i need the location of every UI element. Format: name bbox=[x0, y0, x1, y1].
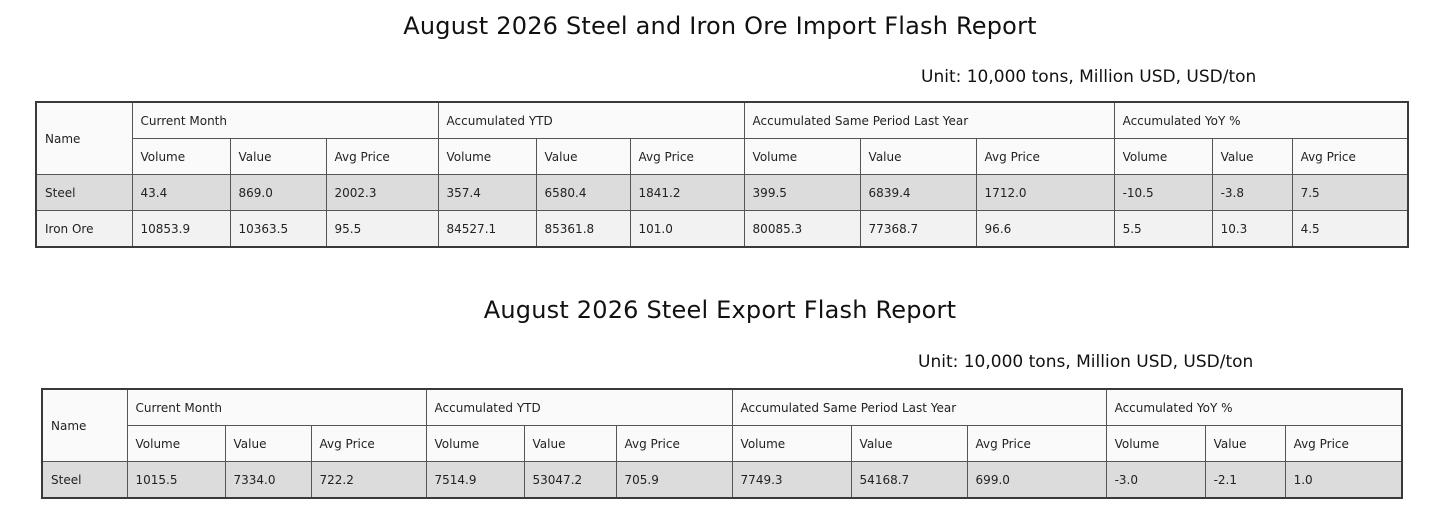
subheader-avg-price: Avg Price bbox=[326, 139, 438, 175]
import-report-title: August 2026 Steel and Iron Ore Import Fl… bbox=[0, 12, 1440, 40]
group-header-current-month: Current Month bbox=[127, 389, 426, 426]
row-name: Steel bbox=[42, 462, 127, 499]
cell: 705.9 bbox=[616, 462, 732, 499]
subheader-value: Value bbox=[230, 139, 326, 175]
subheader-avg-price: Avg Price bbox=[630, 139, 744, 175]
subheader-avg-price: Avg Price bbox=[976, 139, 1114, 175]
cell: 1712.0 bbox=[976, 175, 1114, 211]
group-header-current-month: Current Month bbox=[132, 102, 438, 139]
subheader-volume: Volume bbox=[1106, 426, 1205, 462]
subheader-value: Value bbox=[225, 426, 311, 462]
cell: -10.5 bbox=[1114, 175, 1212, 211]
subheader-value: Value bbox=[860, 139, 976, 175]
subheader-volume: Volume bbox=[438, 139, 536, 175]
subheader-volume: Volume bbox=[744, 139, 860, 175]
cell: 399.5 bbox=[744, 175, 860, 211]
cell: -3.0 bbox=[1106, 462, 1205, 499]
group-header-last-year: Accumulated Same Period Last Year bbox=[732, 389, 1106, 426]
table-row: Steel 43.4 869.0 2002.3 357.4 6580.4 184… bbox=[36, 175, 1408, 211]
subheader-value: Value bbox=[1205, 426, 1285, 462]
group-header-ytd: Accumulated YTD bbox=[426, 389, 732, 426]
cell: 869.0 bbox=[230, 175, 326, 211]
name-column-header: Name bbox=[36, 102, 132, 175]
table-row: Steel 1015.5 7334.0 722.2 7514.9 53047.2… bbox=[42, 462, 1402, 499]
cell: -2.1 bbox=[1205, 462, 1285, 499]
cell: 7334.0 bbox=[225, 462, 311, 499]
group-header-row: Name Current Month Accumulated YTD Accum… bbox=[42, 389, 1402, 426]
cell: 95.5 bbox=[326, 211, 438, 248]
cell: 722.2 bbox=[311, 462, 426, 499]
group-header-row: Name Current Month Accumulated YTD Accum… bbox=[36, 102, 1408, 139]
group-header-yoy: Accumulated YoY % bbox=[1114, 102, 1408, 139]
group-header-yoy: Accumulated YoY % bbox=[1106, 389, 1402, 426]
cell: 6580.4 bbox=[536, 175, 630, 211]
cell: 96.6 bbox=[976, 211, 1114, 248]
import-report-table: Name Current Month Accumulated YTD Accum… bbox=[35, 101, 1409, 248]
cell: 699.0 bbox=[967, 462, 1106, 499]
subheader-avg-price: Avg Price bbox=[967, 426, 1106, 462]
row-name: Iron Ore bbox=[36, 211, 132, 248]
subheader-volume: Volume bbox=[127, 426, 225, 462]
cell: 1841.2 bbox=[630, 175, 744, 211]
cell: 7.5 bbox=[1292, 175, 1408, 211]
cell: 7749.3 bbox=[732, 462, 851, 499]
import-unit-note: Unit: 10,000 tons, Million USD, USD/ton bbox=[921, 67, 1256, 87]
cell: 10363.5 bbox=[230, 211, 326, 248]
table-row: Iron Ore 10853.9 10363.5 95.5 84527.1 85… bbox=[36, 211, 1408, 248]
subheader-volume: Volume bbox=[426, 426, 524, 462]
cell: 357.4 bbox=[438, 175, 536, 211]
cell: 43.4 bbox=[132, 175, 230, 211]
cell: 7514.9 bbox=[426, 462, 524, 499]
cell: -3.8 bbox=[1212, 175, 1292, 211]
cell: 2002.3 bbox=[326, 175, 438, 211]
cell: 77368.7 bbox=[860, 211, 976, 248]
subheader-value: Value bbox=[1212, 139, 1292, 175]
subheader-value: Value bbox=[536, 139, 630, 175]
cell: 85361.8 bbox=[536, 211, 630, 248]
cell: 4.5 bbox=[1292, 211, 1408, 248]
subheader-value: Value bbox=[524, 426, 616, 462]
subheader-row: Volume Value Avg Price Volume Value Avg … bbox=[42, 426, 1402, 462]
cell: 54168.7 bbox=[851, 462, 967, 499]
cell: 80085.3 bbox=[744, 211, 860, 248]
subheader-avg-price: Avg Price bbox=[616, 426, 732, 462]
cell: 84527.1 bbox=[438, 211, 536, 248]
name-column-header: Name bbox=[42, 389, 127, 462]
group-header-last-year: Accumulated Same Period Last Year bbox=[744, 102, 1114, 139]
subheader-value: Value bbox=[851, 426, 967, 462]
subheader-volume: Volume bbox=[132, 139, 230, 175]
subheader-avg-price: Avg Price bbox=[1292, 139, 1408, 175]
cell: 1.0 bbox=[1285, 462, 1402, 499]
cell: 6839.4 bbox=[860, 175, 976, 211]
subheader-volume: Volume bbox=[732, 426, 851, 462]
subheader-avg-price: Avg Price bbox=[311, 426, 426, 462]
export-unit-note: Unit: 10,000 tons, Million USD, USD/ton bbox=[918, 352, 1253, 372]
subheader-row: Volume Value Avg Price Volume Value Avg … bbox=[36, 139, 1408, 175]
cell: 5.5 bbox=[1114, 211, 1212, 248]
export-report-table: Name Current Month Accumulated YTD Accum… bbox=[41, 388, 1403, 499]
row-name: Steel bbox=[36, 175, 132, 211]
cell: 10853.9 bbox=[132, 211, 230, 248]
cell: 1015.5 bbox=[127, 462, 225, 499]
cell: 101.0 bbox=[630, 211, 744, 248]
group-header-ytd: Accumulated YTD bbox=[438, 102, 744, 139]
export-report-title: August 2026 Steel Export Flash Report bbox=[0, 296, 1440, 324]
cell: 53047.2 bbox=[524, 462, 616, 499]
subheader-avg-price: Avg Price bbox=[1285, 426, 1402, 462]
subheader-volume: Volume bbox=[1114, 139, 1212, 175]
cell: 10.3 bbox=[1212, 211, 1292, 248]
